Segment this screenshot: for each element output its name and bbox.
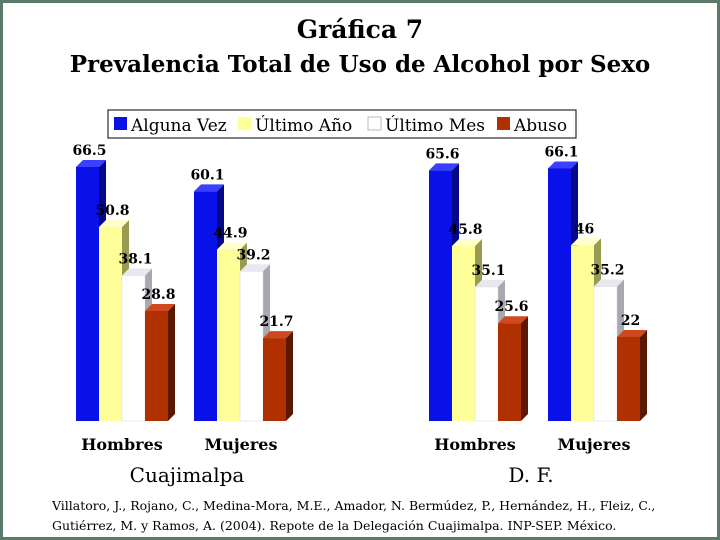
bar-top-face xyxy=(571,238,601,246)
bar-front-face xyxy=(76,166,99,421)
category-label-hombres-df: Hombres xyxy=(434,435,516,454)
bar-front-face xyxy=(263,338,286,421)
category-label-mujeres-df: Mujeres xyxy=(558,435,631,454)
legend: Alguna Vez Último Año Último Mes Abuso xyxy=(107,109,577,139)
bar-top-face xyxy=(217,242,247,250)
bar-top-face xyxy=(617,329,647,337)
group-label-df: D. F. xyxy=(508,463,553,487)
bar-side-face xyxy=(286,331,293,421)
bar-front-face xyxy=(145,310,168,421)
bar-front-face xyxy=(617,336,640,421)
bars-layer xyxy=(76,159,647,422)
bar-top-face xyxy=(145,303,175,311)
bar-top-face xyxy=(194,184,224,192)
value-label-ultimo-ano-hombres-cuajimalpa: 50.8 xyxy=(95,203,129,219)
bar-front-face xyxy=(99,226,122,421)
bar-front-face xyxy=(548,168,571,421)
value-label-abuso-hombres-cuajimalpa: 28.8 xyxy=(141,287,175,303)
bar-top-face xyxy=(594,279,624,287)
value-label-alguna-vez-mujeres-cuajimalpa: 60.1 xyxy=(190,167,224,183)
legend-swatch-alguna-vez xyxy=(114,117,127,130)
bar-front-face xyxy=(239,271,264,422)
legend-swatch-abuso xyxy=(497,117,510,130)
value-label-alguna-vez-hombres-cuajimalpa: 66.5 xyxy=(72,143,106,159)
citation-text: Villatoro, J., Rojano, C., Medina-Mora, … xyxy=(52,498,656,533)
category-label-hombres-cuajimalpa: Hombres xyxy=(81,435,163,454)
value-label-ultimo-mes-hombres-df: 35.1 xyxy=(471,263,505,279)
value-label-abuso-hombres-df: 25.6 xyxy=(494,299,528,315)
bar-front-face xyxy=(429,170,452,421)
bar-top-face xyxy=(263,331,293,339)
value-label-ultimo-ano-mujeres-df: 46 xyxy=(575,221,594,237)
bar-top-face xyxy=(240,264,270,272)
value-label-alguna-vez-hombres-df: 65.6 xyxy=(425,146,459,162)
bar-top-face xyxy=(99,219,129,227)
legend-swatch-ultimo-ano xyxy=(238,117,251,130)
legend-label-alguna-vez: Alguna Vez xyxy=(130,116,227,136)
legend-label-ultimo-mes: Último Mes xyxy=(385,115,485,136)
bar-side-face xyxy=(168,303,175,421)
group-label-cuajimalpa: Cuajimalpa xyxy=(130,463,245,487)
value-label-ultimo-mes-hombres-cuajimalpa: 38.1 xyxy=(118,251,152,267)
chart-title-line2: Prevalencia Total de Uso de Alcohol por … xyxy=(70,51,651,78)
value-label-ultimo-ano-mujeres-cuajimalpa: 44.9 xyxy=(213,225,247,241)
value-label-ultimo-ano-hombres-df: 45.8 xyxy=(448,222,482,238)
legend-swatch-ultimo-mes xyxy=(367,116,382,131)
bar-top-face xyxy=(498,316,528,324)
value-labels-layer: 66.5 50.8 38.1 28.8 60.1 44.9 39.2 21.7 65.6 45.8… xyxy=(72,143,640,330)
bar-front-face xyxy=(593,286,618,422)
bar-front-face xyxy=(452,246,475,421)
bar-abuso-mujeres-cuajimalpa xyxy=(263,331,293,421)
bar-top-face xyxy=(122,268,152,276)
category-label-mujeres-cuajimalpa: Mujeres xyxy=(205,435,278,454)
value-label-abuso-mujeres-df: 22 xyxy=(621,313,640,329)
bar-top-face xyxy=(429,163,459,171)
bar-front-face xyxy=(217,249,240,421)
bar-top-face xyxy=(475,279,505,287)
bar-top-face xyxy=(548,161,578,169)
legend-label-abuso: Abuso xyxy=(513,116,567,136)
bar-top-face xyxy=(452,239,482,247)
bar-side-face xyxy=(640,329,647,421)
bar-top-face xyxy=(76,159,106,167)
value-label-ultimo-mes-mujeres-cuajimalpa: 39.2 xyxy=(236,247,270,263)
bar-abuso-hombres-df xyxy=(498,316,528,421)
bar-abuso-hombres-cuajimalpa xyxy=(145,303,175,421)
bar-front-face xyxy=(194,191,217,421)
value-label-ultimo-mes-mujeres-df: 35.2 xyxy=(590,263,624,279)
value-label-alguna-vez-mujeres-df: 66.1 xyxy=(544,144,578,160)
chart-title-line1: Gráfica 7 xyxy=(297,15,423,44)
legend-label-ultimo-ano: Último Año xyxy=(255,115,352,136)
value-label-abuso-mujeres-cuajimalpa: 21.7 xyxy=(259,314,293,330)
bar-side-face xyxy=(521,316,528,421)
bar-abuso-mujeres-df xyxy=(617,329,647,421)
bar-front-face xyxy=(498,323,521,421)
bar-front-face xyxy=(571,245,594,421)
